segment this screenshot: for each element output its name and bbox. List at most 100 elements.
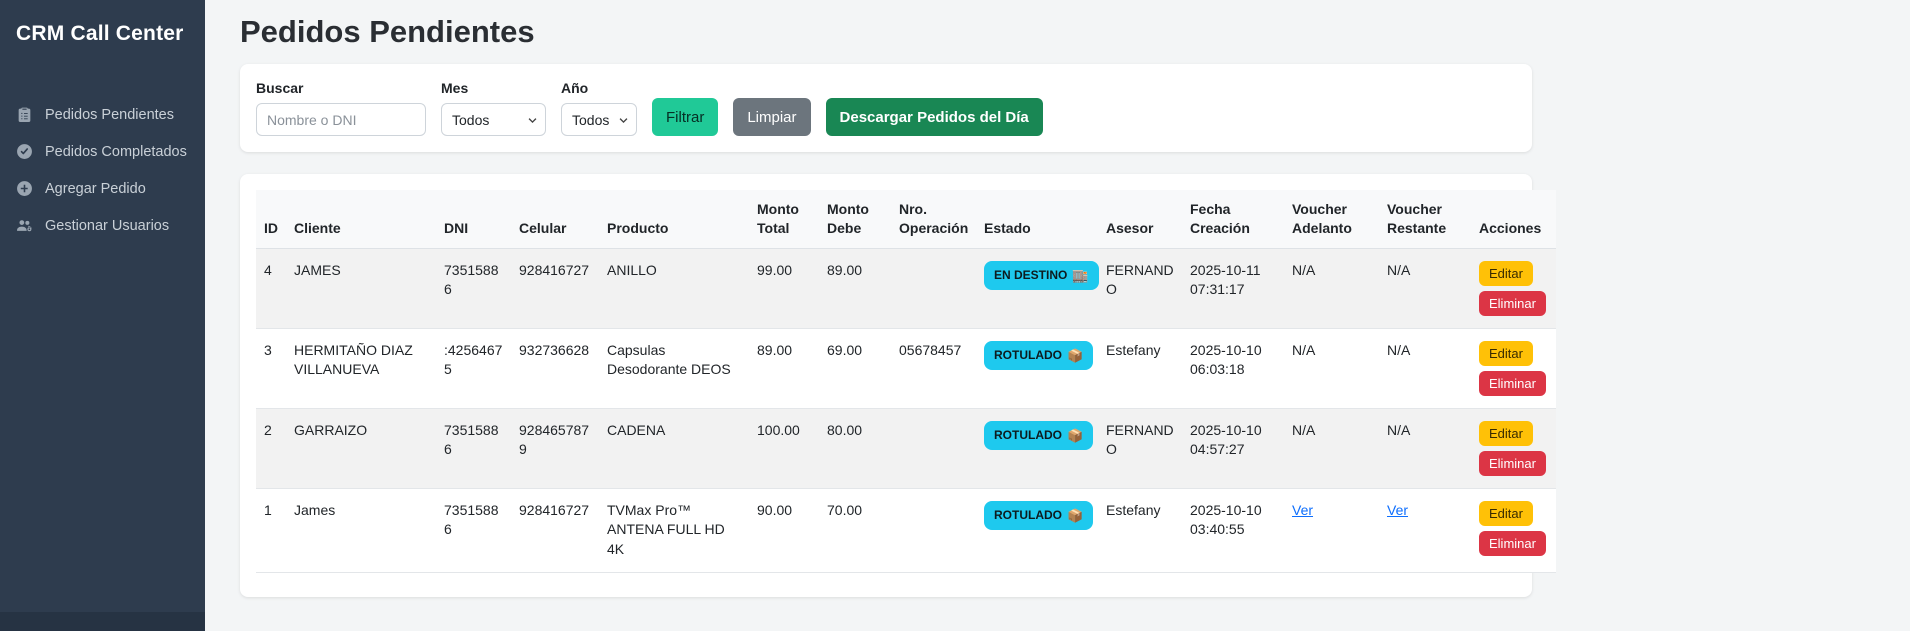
cell-dni: 73515886 <box>436 248 511 329</box>
cell-fecha: 2025-10-10 06:03:18 <box>1182 328 1284 409</box>
search-input[interactable] <box>256 103 426 136</box>
cell-estado: ROTULADO 📦 <box>976 488 1098 573</box>
col-nro-operacion: Nro. Operación <box>891 190 976 249</box>
cell-nro-operacion <box>891 488 976 573</box>
sidebar-item-label: Pedidos Completados <box>45 143 187 160</box>
buscar-group: Buscar <box>256 80 426 136</box>
col-id: ID <box>256 190 286 249</box>
col-fecha-creacion: Fecha Creación <box>1182 190 1284 249</box>
cell-dni: :42564675 <box>436 328 511 409</box>
cell-fecha: 2025-10-10 03:40:55 <box>1182 488 1284 573</box>
col-estado: Estado <box>976 190 1098 249</box>
cell-celular: 932736628 <box>511 328 599 409</box>
sidebar-item-pedidos-completados[interactable]: Pedidos Completados <box>0 133 205 170</box>
cell-cliente: GARRAIZO <box>286 408 436 489</box>
status-badge: ROTULADO 📦 <box>984 500 1094 530</box>
table-row: 4 JAMES 73515886 928416727 ANILLO 99.00 … <box>256 248 1556 329</box>
cell-producto: CADENA <box>599 408 749 489</box>
main-content: Pedidos Pendientes Buscar Mes Todos Año … <box>205 0 1910 631</box>
cell-asesor: FERNANDO <box>1098 408 1182 489</box>
mes-select[interactable]: Todos <box>441 103 546 136</box>
cell-monto-total: 90.00 <box>749 488 819 573</box>
status-badge: EN DESTINO 🏬 <box>984 260 1099 290</box>
cell-id: 1 <box>256 488 286 573</box>
cell-acciones: Editar Eliminar <box>1471 488 1556 573</box>
editar-button[interactable]: Editar <box>1479 260 1533 286</box>
status-badge: ROTULADO 📦 <box>984 420 1094 450</box>
sidebar-item-label: Agregar Pedido <box>45 180 146 197</box>
fecha-date: 2025-10-11 <box>1190 261 1261 278</box>
col-cliente: Cliente <box>286 190 436 249</box>
table-header-row: ID Cliente DNI Celular Producto Monto To… <box>256 190 1556 249</box>
status-label: ROTULADO <box>994 347 1062 362</box>
sidebar-item-agregar-pedido[interactable]: Agregar Pedido <box>0 170 205 207</box>
eliminar-button[interactable]: Eliminar <box>1479 370 1546 396</box>
eliminar-button[interactable]: Eliminar <box>1479 290 1546 316</box>
package-icon: 📦 <box>1067 507 1084 523</box>
sidebar: CRM Call Center Pedidos Pendientes Pedid… <box>0 0 205 631</box>
editar-button[interactable]: Editar <box>1479 420 1533 446</box>
eliminar-button[interactable]: Eliminar <box>1479 450 1546 476</box>
cell-fecha: 2025-10-10 04:57:27 <box>1182 408 1284 489</box>
cell-celular: 9284657879 <box>511 408 599 489</box>
cell-producto: TVMax Pro™ ANTENA FULL HD 4K <box>599 488 749 573</box>
cell-cliente: HERMITAÑO DIAZ VILLANUEVA <box>286 328 436 409</box>
cell-asesor: Estefany <box>1098 328 1182 409</box>
fecha-time: 06:03:18 <box>1190 361 1245 378</box>
cell-dni: 73515886 <box>436 488 511 573</box>
cell-cliente: James <box>286 488 436 573</box>
limpiar-button[interactable]: Limpiar <box>733 98 811 136</box>
descargar-pedidos-button[interactable]: Descargar Pedidos del Día <box>825 98 1043 136</box>
fecha-time: 04:57:27 <box>1190 441 1245 458</box>
cell-id: 3 <box>256 328 286 409</box>
cell-monto-total: 100.00 <box>749 408 819 489</box>
ano-select[interactable]: Todos <box>561 103 637 136</box>
editar-button[interactable]: Editar <box>1479 340 1533 366</box>
cell-dni: 73515886 <box>436 408 511 489</box>
cell-voucher-adelanto: N/A <box>1284 248 1379 329</box>
mes-label: Mes <box>441 80 469 96</box>
col-acciones: Acciones <box>1471 190 1556 249</box>
cell-nro-operacion <box>891 248 976 329</box>
sidebar-item-gestionar-usuarios[interactable]: Gestionar Usuarios <box>0 207 205 244</box>
col-voucher-adelanto: Voucher Adelanto <box>1284 190 1379 249</box>
cell-fecha: 2025-10-11 07:31:17 <box>1182 248 1284 329</box>
sidebar-item-pedidos-pendientes[interactable]: Pedidos Pendientes <box>0 96 205 133</box>
mes-group: Mes Todos <box>441 80 546 136</box>
col-dni: DNI <box>436 190 511 249</box>
voucher-restante-link[interactable]: Ver <box>1387 501 1409 518</box>
cell-estado: EN DESTINO 🏬 <box>976 248 1099 329</box>
sidebar-nav: Pedidos Pendientes Pedidos Completados A… <box>0 96 205 244</box>
editar-button[interactable]: Editar <box>1479 500 1533 526</box>
status-label: ROTULADO <box>994 427 1062 442</box>
sidebar-item-label: Pedidos Pendientes <box>45 106 174 123</box>
eliminar-button[interactable]: Eliminar <box>1479 530 1546 556</box>
col-asesor: Asesor <box>1098 190 1182 249</box>
cell-celular: 928416727 <box>511 248 599 329</box>
orders-table-card: ID Cliente DNI Celular Producto Monto To… <box>240 174 1556 597</box>
sidebar-item-label: Gestionar Usuarios <box>45 217 170 234</box>
cell-voucher-restante: N/A <box>1379 408 1471 489</box>
filter-bar: Buscar Mes Todos Año Todos <box>240 64 1532 152</box>
status-badge: ROTULADO 📦 <box>984 340 1094 370</box>
cell-monto-debe: 89.00 <box>819 248 891 329</box>
cell-producto: Capsulas Desodorante DEOS <box>599 328 749 409</box>
cell-estado: ROTULADO 📦 <box>976 408 1098 489</box>
voucher-adelanto-link[interactable]: Ver <box>1292 501 1314 518</box>
package-icon: 📦 <box>1067 427 1084 443</box>
table-row: 3 HERMITAÑO DIAZ VILLANUEVA :42564675 93… <box>256 328 1556 409</box>
filtrar-button[interactable]: Filtrar <box>652 98 719 136</box>
sidebar-footer <box>0 612 205 631</box>
cell-voucher-adelanto: N/A <box>1284 408 1379 489</box>
orders-table: ID Cliente DNI Celular Producto Monto To… <box>256 190 1556 573</box>
fecha-date: 2025-10-10 <box>1190 341 1262 358</box>
cell-monto-debe: 80.00 <box>819 408 891 489</box>
col-producto: Producto <box>599 190 749 249</box>
check-circle-icon <box>16 143 33 160</box>
cell-nro-operacion: 05678457 <box>891 328 976 409</box>
cell-celular: 928416727 <box>511 488 599 573</box>
app-title: CRM Call Center <box>16 22 184 45</box>
col-celular: Celular <box>511 190 599 249</box>
ano-group: Año Todos <box>561 80 637 136</box>
cell-asesor: Estefany <box>1098 488 1182 573</box>
